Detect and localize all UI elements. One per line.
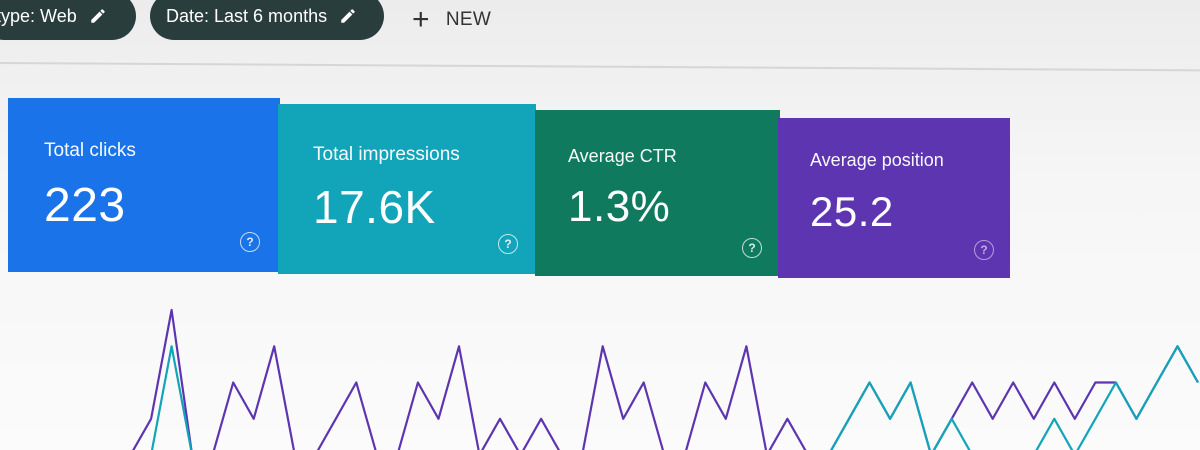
total-clicks-value: 223: [44, 179, 126, 232]
chart-series-line-1: [150, 345, 1199, 450]
total-impressions-card[interactable]: Total impressions 17.6K ?: [278, 104, 536, 274]
total-clicks-label: Total clicks: [44, 140, 136, 161]
new-filter-button[interactable]: + NEW: [412, 4, 491, 36]
help-icon[interactable]: ?: [240, 232, 260, 252]
average-ctr-card[interactable]: Average CTR 1.3% ?: [535, 110, 780, 276]
plus-icon: +: [412, 3, 430, 36]
performance-chart-svg: [132, 308, 1199, 450]
performance-chart: [0, 290, 1200, 450]
date-filter-chip[interactable]: Date: Last 6 months: [150, 0, 384, 40]
average-ctr-label: Average CTR: [568, 146, 677, 166]
filter-bar: type: Web Date: Last 6 months + NEW: [0, 0, 1200, 62]
average-position-label: Average position: [810, 150, 944, 170]
pencil-icon[interactable]: [89, 7, 107, 25]
help-icon[interactable]: ?: [498, 234, 518, 254]
search-type-filter-chip[interactable]: type: Web: [0, 0, 136, 40]
average-position-value: 25.2: [810, 188, 894, 235]
help-icon[interactable]: ?: [974, 240, 994, 260]
chart-series-line-0: [132, 308, 1199, 450]
divider: [0, 62, 1200, 72]
total-impressions-label: Total impressions: [313, 144, 460, 165]
total-clicks-card[interactable]: Total clicks 223 ?: [8, 98, 280, 272]
metric-cards: Total clicks 223 ? Total impressions 17.…: [0, 96, 1200, 286]
help-icon[interactable]: ?: [742, 238, 762, 258]
average-ctr-value: 1.3%: [568, 182, 671, 231]
total-impressions-value: 17.6K: [313, 181, 436, 233]
pencil-icon[interactable]: [339, 7, 357, 25]
date-filter-label: Date: Last 6 months: [166, 5, 328, 26]
average-position-card[interactable]: Average position 25.2 ?: [778, 118, 1010, 278]
search-type-filter-label: type: Web: [0, 5, 77, 26]
new-filter-label: NEW: [445, 9, 492, 30]
